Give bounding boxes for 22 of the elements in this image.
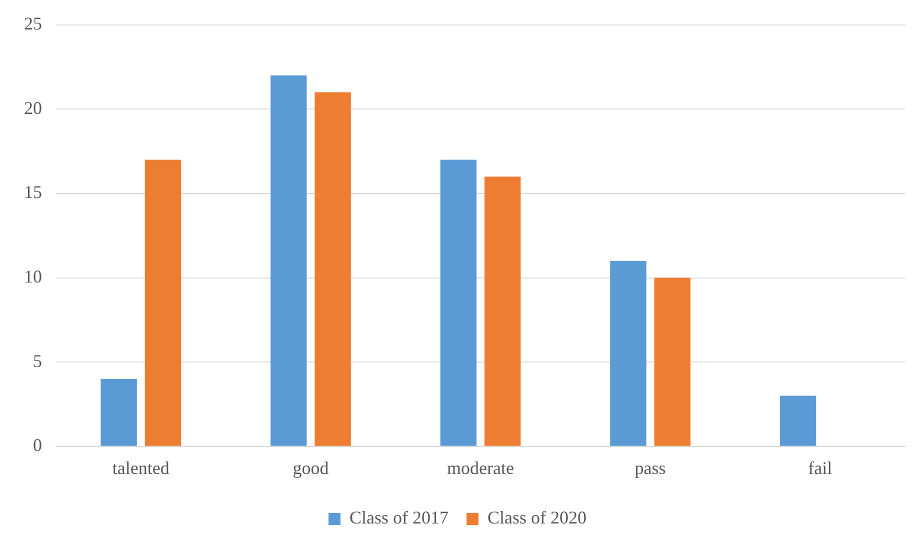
bar [440,160,477,446]
x-tick-label: pass [634,458,666,478]
legend-label: Class of 2020 [488,508,586,528]
y-tick-label: 0 [33,435,42,456]
legend-label: Class of 2017 [350,508,448,528]
x-tick-label: good [292,458,329,478]
bar [270,75,307,446]
y-tick-label: 15 [24,182,42,202]
x-tick-label: fail [808,458,832,478]
y-tick-label: 25 [24,14,42,34]
bar [314,92,351,446]
y-tick-label: 10 [24,266,42,286]
bar [654,278,690,446]
bar [610,260,646,446]
bar [100,378,137,446]
x-tick-label: talented [112,458,170,478]
bar [780,396,816,446]
x-tick-label: moderate [447,458,514,478]
bar [484,176,521,446]
bar [144,160,182,446]
y-tick-label: 5 [33,350,42,371]
y-tick-label: 20 [24,98,42,118]
